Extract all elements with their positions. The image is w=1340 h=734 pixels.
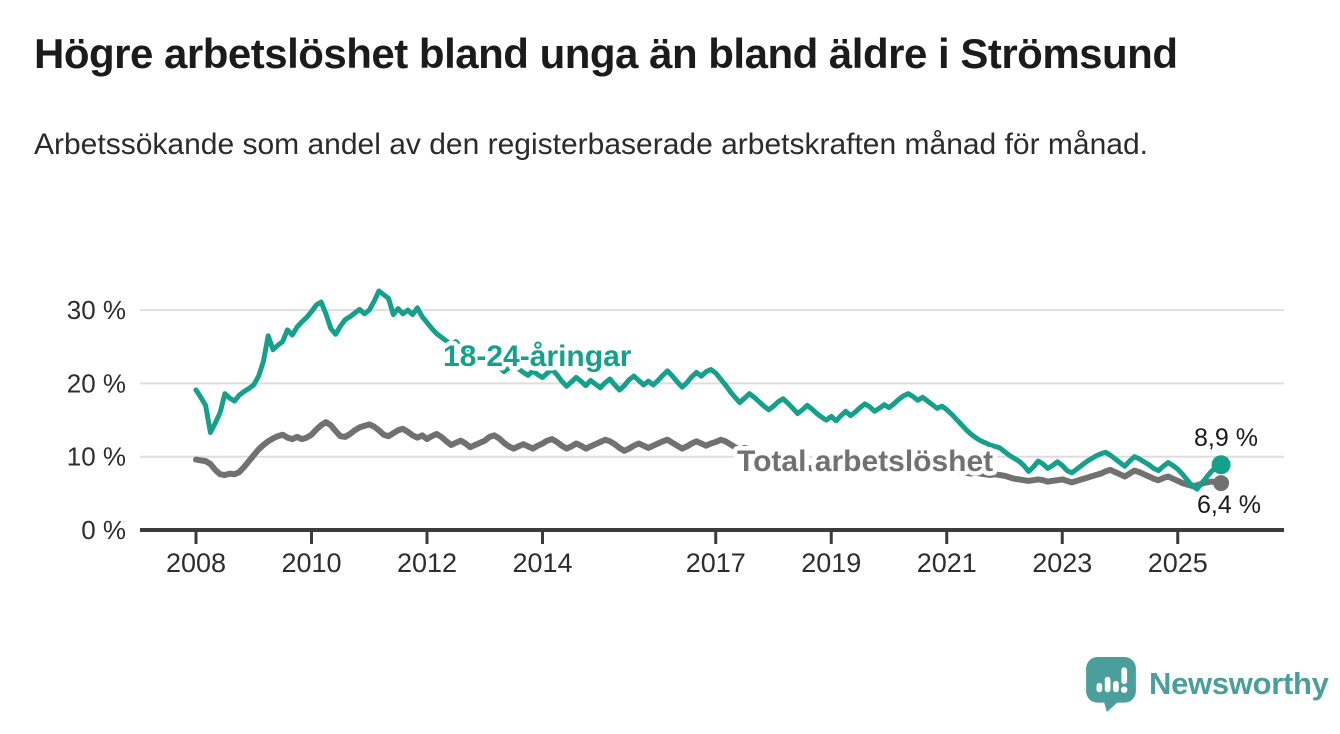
x-tick-label: 2014 [512,548,572,578]
y-tick-label: 10 % [67,442,126,472]
series-end-dot [1211,455,1231,475]
x-tick-label: 2010 [281,548,341,578]
series-inline-label: 18-24-åringar [443,340,632,373]
x-tick-label: 2023 [1032,548,1092,578]
series-line-youth [193,288,1224,492]
y-tick-label: 30 % [67,295,126,325]
series-line-total [193,419,1225,489]
series-end-value-label: 8,9 % [1194,424,1258,452]
newsworthy-wordmark: Newsworthy [1149,666,1329,701]
page-title: Högre arbetslöshet bland unga än bland ä… [34,30,1178,77]
series-end-value-label: 6,4 % [1197,491,1261,519]
series-end-dot [1213,475,1230,492]
x-tick-label: 2025 [1148,548,1208,578]
x-tick-label: 2008 [166,548,226,578]
newsworthy-logo: Newsworthy [1085,656,1329,712]
page-subtitle: Arbetssökande som andel av den registerb… [34,128,1148,161]
newsworthy-bubble-icon [1086,657,1136,712]
y-tick-label: 0 % [81,515,126,545]
x-tick-label: 2021 [917,548,977,578]
x-tick-label: 2012 [397,548,457,578]
x-tick-label: 2017 [686,548,746,578]
x-tick-label: 2019 [801,548,861,578]
series-inline-label: Total arbetslöshet [737,445,993,478]
y-tick-label: 20 % [67,368,126,398]
